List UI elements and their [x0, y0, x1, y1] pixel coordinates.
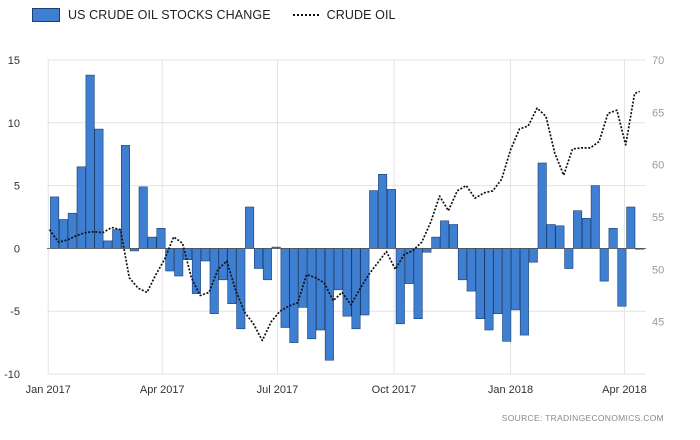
- bar: [555, 225, 565, 249]
- bar: [422, 248, 432, 253]
- bar: [254, 248, 264, 269]
- bar: [236, 248, 246, 330]
- right-axis-label: 70: [652, 55, 664, 67]
- bar: [378, 174, 388, 249]
- x-axis-label: Apr 2018: [602, 384, 647, 396]
- right-axis-label: 60: [652, 160, 664, 172]
- bar: [67, 212, 77, 249]
- bar: [608, 228, 618, 249]
- bar: [573, 210, 583, 249]
- bar: [484, 248, 494, 331]
- bar: [342, 248, 352, 317]
- bar: [280, 248, 290, 328]
- bar: [581, 218, 591, 249]
- x-axis-label: Jan 2017: [26, 384, 71, 396]
- bar: [440, 220, 450, 249]
- left-axis-label: 0: [14, 243, 20, 255]
- x-axis-label: Jul 2017: [257, 384, 299, 396]
- bar: [298, 248, 308, 308]
- bar: [457, 248, 467, 281]
- bar: [262, 248, 272, 281]
- bar: [183, 248, 193, 260]
- legend: US CRUDE OIL STOCKS CHANGE CRUDE OIL: [32, 8, 396, 22]
- bar: [94, 128, 104, 249]
- bar: [564, 248, 574, 269]
- bar: [466, 248, 476, 292]
- legend-bars-label: US CRUDE OIL STOCKS CHANGE: [68, 8, 271, 22]
- bar: [413, 248, 423, 319]
- bar: [448, 224, 458, 249]
- x-axis-label: Apr 2017: [140, 384, 185, 396]
- bar: [112, 229, 122, 249]
- bar: [50, 196, 60, 249]
- bar: [315, 248, 325, 331]
- left-axis-label: -10: [4, 369, 20, 381]
- bar: [103, 240, 113, 249]
- bar: [360, 248, 370, 316]
- bar: [245, 206, 255, 249]
- bar: [502, 248, 512, 342]
- x-axis-label: Jan 2018: [488, 384, 533, 396]
- source-note: SOURCE: TRADINGECONOMICS.COM: [501, 413, 664, 423]
- bar: [537, 162, 547, 249]
- bar: [519, 248, 529, 336]
- bar: [546, 224, 556, 249]
- bar: [200, 248, 210, 262]
- bar: [626, 206, 636, 249]
- bar: [138, 186, 148, 249]
- bar: [395, 248, 405, 325]
- left-axis-label: -5: [10, 306, 20, 318]
- bar: [386, 189, 396, 249]
- bar: [590, 185, 600, 249]
- legend-line-swatch: [292, 14, 319, 16]
- bar: [121, 145, 131, 249]
- bar: [528, 248, 538, 263]
- right-axis-label: 55: [652, 212, 664, 224]
- left-axis-label: 15: [8, 55, 20, 67]
- bar: [307, 248, 317, 340]
- bar: [289, 248, 299, 343]
- bar: [85, 74, 95, 249]
- bar: [431, 236, 441, 249]
- bar: [324, 248, 334, 361]
- bar: [58, 219, 68, 249]
- bar: [76, 166, 86, 249]
- bar: [475, 248, 485, 319]
- right-axis-label: 45: [652, 317, 664, 329]
- bar: [493, 248, 503, 314]
- bar: [369, 190, 379, 249]
- bar: [174, 248, 184, 277]
- bar: [156, 228, 166, 249]
- bar: [218, 248, 228, 281]
- left-axis-label: 5: [14, 181, 20, 193]
- bar: [147, 236, 157, 249]
- bar: [351, 248, 361, 330]
- bar: [599, 248, 609, 282]
- x-axis-label: Oct 2017: [372, 384, 417, 396]
- legend-line-label: CRUDE OIL: [326, 8, 396, 22]
- left-axis-label: 10: [8, 118, 20, 130]
- right-axis-label: 65: [652, 107, 664, 119]
- bar: [333, 248, 343, 291]
- crude-oil-line: [48, 90, 641, 342]
- legend-bar-swatch: [32, 8, 60, 22]
- bar: [511, 248, 521, 311]
- bar: [617, 248, 627, 307]
- right-axis-label: 50: [652, 264, 664, 276]
